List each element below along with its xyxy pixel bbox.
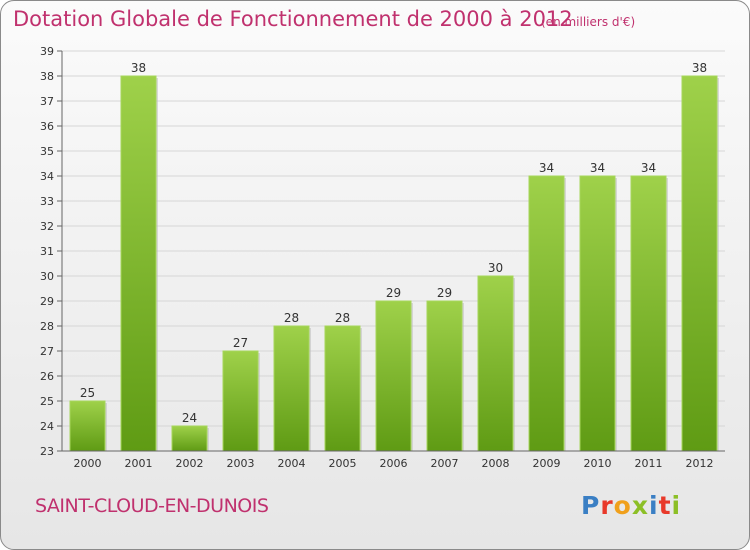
y-tick-label: 24	[40, 420, 54, 433]
logo-letter: t	[658, 491, 672, 520]
logo-letter: i	[671, 491, 682, 520]
y-tick-label: 30	[40, 270, 54, 283]
y-tick-label: 31	[40, 245, 54, 258]
y-tick-label: 39	[40, 45, 54, 58]
y-tick-label: 38	[40, 70, 54, 83]
y-tick-label: 37	[40, 95, 54, 108]
bar	[477, 275, 514, 452]
bar	[273, 325, 310, 452]
chart-subtitle: (en milliers d'€)	[541, 15, 636, 29]
bar-value-label: 34	[641, 161, 656, 175]
y-tick-label: 26	[40, 370, 54, 383]
y-tick-label: 36	[40, 120, 54, 133]
bar	[222, 350, 259, 452]
x-tick-label: 2007	[431, 457, 459, 470]
y-tick-label: 33	[40, 195, 54, 208]
bar	[528, 175, 565, 452]
logo-letter: o	[613, 491, 632, 520]
bar-value-label: 29	[386, 286, 401, 300]
bar-value-label: 28	[335, 311, 350, 325]
bar-value-label: 38	[692, 61, 707, 75]
x-tick-label: 2006	[380, 457, 408, 470]
bar-value-label: 38	[131, 61, 146, 75]
x-tick-label: 2004	[278, 457, 306, 470]
bar-value-label: 34	[590, 161, 605, 175]
x-tick-label: 2005	[329, 457, 357, 470]
bar	[681, 75, 718, 452]
x-tick-label: 2000	[74, 457, 102, 470]
bar-value-label: 29	[437, 286, 452, 300]
bar	[120, 75, 157, 452]
commune-name: SAINT-CLOUD-EN-DUNOIS	[35, 495, 269, 517]
x-tick-label: 2011	[635, 457, 663, 470]
bar-value-label: 28	[284, 311, 299, 325]
bars-group: 25 38 24 27 28 28 29 29 30 34 34 34 38	[69, 61, 719, 452]
bar	[324, 325, 361, 452]
y-tick-label: 25	[40, 395, 54, 408]
logo-letter: i	[649, 491, 659, 520]
bar-value-label: 25	[80, 386, 95, 400]
x-tick-label: 2001	[125, 457, 153, 470]
logo-letter: r	[600, 491, 614, 520]
y-tick-label: 27	[40, 345, 54, 358]
bar-value-label: 34	[539, 161, 554, 175]
bar	[426, 300, 463, 452]
x-tick-label: 2008	[482, 457, 510, 470]
bar	[630, 175, 667, 452]
x-tick-label: 2009	[533, 457, 561, 470]
bar	[375, 300, 412, 452]
bar	[171, 425, 208, 452]
x-tick-label: 2012	[686, 457, 714, 470]
x-tick-label: 2003	[227, 457, 255, 470]
logo-letter: P	[581, 491, 601, 520]
y-tick-label: 29	[40, 295, 54, 308]
bar	[69, 400, 106, 452]
y-tick-label: 35	[40, 145, 54, 158]
bar-value-label: 27	[233, 336, 248, 350]
bar-value-label: 30	[488, 261, 503, 275]
y-tick-label: 32	[40, 220, 54, 233]
y-tick-label: 34	[40, 170, 54, 183]
y-tick-label: 28	[40, 320, 54, 333]
proxiti-logo: Proxiti	[581, 491, 681, 520]
bar	[579, 175, 616, 452]
x-tick-label: 2010	[584, 457, 612, 470]
x-tick-label: 2002	[176, 457, 204, 470]
y-tick-label: 23	[40, 445, 54, 458]
logo-letter: x	[631, 491, 649, 520]
x-axis: 2000 2001 2002 2003 2004 2005 2006 2007 2008 2009…	[62, 450, 725, 470]
y-axis: 23 24 25 26 27 28 29 30 31 32 33 34 35 36 37 38 39	[40, 45, 63, 458]
chart-title: Dotation Globale de Fonctionnement de 20…	[13, 7, 573, 31]
bar-value-label: 24	[182, 411, 197, 425]
